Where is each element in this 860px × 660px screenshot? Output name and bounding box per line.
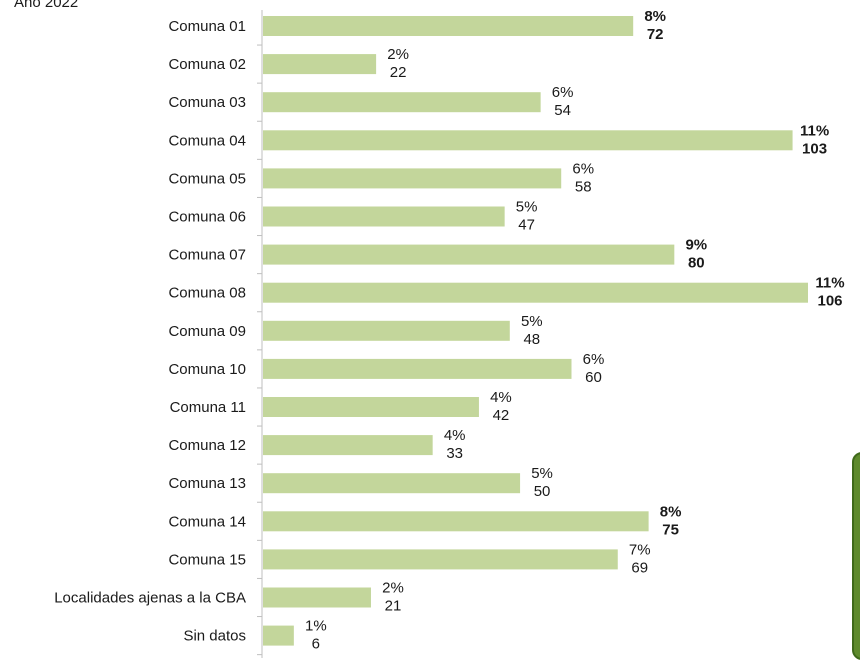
percent-label: 4% [490,389,512,406]
category-label: Comuna 15 [168,551,246,568]
value-label: 80 [688,255,705,272]
category-label: Comuna 06 [168,209,246,226]
bar [263,473,521,494]
bar [263,397,479,417]
bar [263,282,808,303]
percent-label: 4% [444,427,466,444]
category-label: Comuna 13 [168,475,246,492]
category-label: Comuna 11 [170,399,246,416]
bar [263,358,572,379]
bar [263,244,675,265]
percent-label: 5% [521,313,543,330]
category-label: Comuna 10 [168,361,246,378]
category-label: Comuna 08 [168,285,246,302]
bar [263,511,649,532]
category-label: Comuna 12 [168,437,246,454]
category-label: Comuna 02 [168,56,246,73]
bar [263,549,618,570]
bar [263,320,510,341]
percent-label: 1% [305,618,327,635]
bar [263,206,505,227]
bar [263,92,541,113]
category-label: Localidades ajenas a la CBA [54,590,246,607]
value-label: 106 [817,293,842,310]
percent-label: 6% [572,160,594,177]
value-label: 75 [662,521,679,538]
bar [263,16,634,36]
value-label: 48 [523,331,540,348]
bar [263,625,294,646]
value-label: 6 [312,636,320,653]
value-label: 21 [385,598,402,615]
value-label: 58 [575,178,592,195]
value-label: 69 [631,559,648,576]
value-label: 103 [802,140,827,157]
category-label: Sin datos [183,628,246,645]
percent-label: 8% [644,8,666,25]
value-label: 54 [554,102,571,119]
side-panel [852,452,860,660]
percent-label: 6% [552,84,574,101]
value-label: 72 [647,26,664,43]
bar [263,130,793,151]
category-label: Comuna 01 [168,18,246,35]
percent-label: 8% [660,503,682,520]
value-label: 50 [534,483,551,500]
category-label: Comuna 03 [168,94,246,111]
value-label: 33 [446,445,463,462]
bar [263,168,562,189]
category-label: Comuna 09 [168,323,246,340]
bar [263,435,433,456]
percent-label: 9% [685,237,707,254]
percent-label: 11% [815,275,844,292]
category-label: Comuna 04 [168,132,246,149]
value-label: 22 [390,64,407,81]
percent-label: 2% [382,580,404,597]
bar [263,587,371,608]
value-label: 42 [493,407,510,424]
percent-label: 11% [800,122,829,139]
bar [263,54,377,75]
percent-label: 7% [629,541,651,558]
value-label: 60 [585,369,602,386]
chart-subtitle: Año 2022 [14,0,79,11]
percent-label: 2% [387,46,409,63]
category-label: Comuna 07 [168,247,246,264]
percent-label: 6% [583,351,605,368]
category-label: Comuna 14 [168,513,246,530]
category-label: Comuna 05 [168,170,246,187]
percent-label: 5% [516,199,538,216]
value-label: 47 [518,217,535,234]
percent-label: 5% [531,465,553,482]
